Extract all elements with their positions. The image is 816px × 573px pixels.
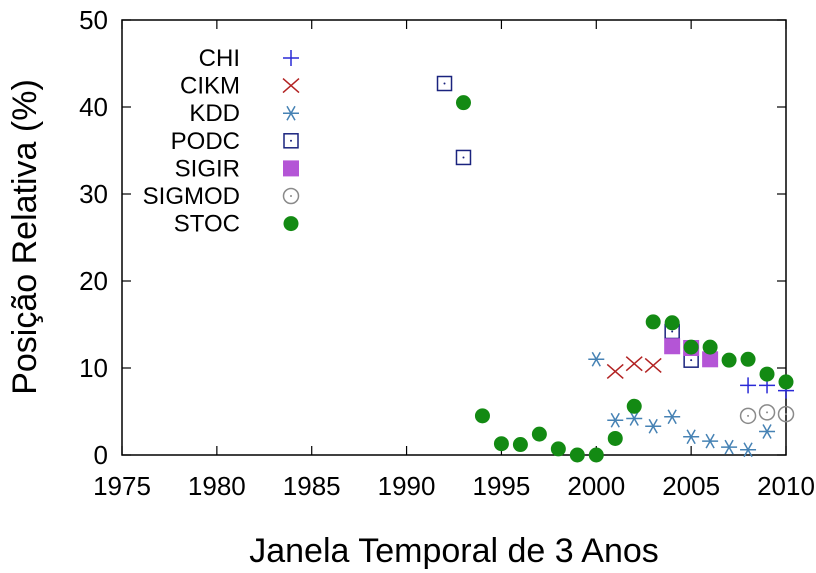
point-kdd [664,409,681,425]
plot-frame [121,19,787,456]
y-tick-label: 10 [79,353,108,383]
legend-item-cikm: CIKM [180,73,300,100]
axis-ticks: 1975 1980 1985 1990 1995 2000 2005 2010 0 10 20 30 4… [79,5,815,501]
x-tick-label: 1985 [283,471,341,501]
point-stoc [512,437,528,453]
x-tick-label: 1980 [188,471,246,501]
data-points [436,75,795,463]
legend-marker-cikm [282,78,300,94]
point-stoc [493,436,509,452]
series-kdd [588,351,776,458]
point-kdd [740,442,757,458]
point-stoc [645,314,661,330]
point-kdd [645,418,662,434]
legend-item-kdd: KDD [189,100,299,127]
y-tick-label: 0 [94,440,108,470]
point-stoc [588,447,604,463]
point-stoc [550,441,566,457]
point-kdd [683,429,700,445]
point-stoc [702,339,718,355]
x-axis-title: Janela Temporal de 3 Anos [249,532,659,570]
series-sigmod [739,404,795,425]
point-stoc [474,408,490,424]
point-stoc [683,339,699,355]
point-kdd [702,433,719,449]
point-kdd [588,351,605,367]
point-stoc [740,351,756,367]
y-axis-title: Posição Relativa (%) [6,79,44,395]
legend-marker-stoc [283,216,299,232]
point-cikm [606,363,624,380]
point-sigir [664,338,681,355]
legend-marker-kdd [283,105,299,121]
point-kdd [626,411,643,426]
legend-item-sigmod: SIGMOD [143,183,300,210]
point-sigmod [739,407,757,425]
x-tick-label: 1995 [473,471,531,501]
series-stoc [455,95,794,463]
point-podc [436,75,453,92]
point-stoc [778,374,794,390]
point-sigmod [777,405,795,423]
point-podc [455,149,472,166]
legend-marker-sigmod [282,187,300,205]
y-tick-label: 30 [79,179,108,209]
legend-item-chi: CHI [199,45,299,72]
legend-label: CIKM [180,73,240,100]
legend-item-sigir: SIGIR [175,155,299,182]
legend-label: CHI [199,45,240,72]
point-stoc [455,95,471,111]
x-tick-label: 2010 [757,471,815,501]
legend-label: STOC [174,211,240,238]
legend-marker-chi [283,50,299,66]
point-stoc [531,426,547,442]
legend-item-podc: PODC [171,128,299,155]
point-stoc [721,352,737,368]
x-tick-label: 2005 [662,471,720,501]
x-tick-label: 2000 [567,471,625,501]
point-kdd [607,412,624,428]
y-tick-label: 40 [79,92,108,122]
legend-label: PODC [171,128,240,155]
point-cikm [644,357,662,373]
legend-label: SIGMOD [143,183,240,210]
x-tick-label: 1990 [378,471,436,501]
point-sigir [702,351,719,368]
point-kdd [721,439,738,455]
point-cikm [625,356,643,372]
legend-label: SIGIR [175,155,240,182]
legend-label: KDD [189,100,240,127]
point-chi [740,377,757,394]
x-tick-label: 1975 [93,471,151,501]
point-stoc [607,430,623,446]
point-stoc [569,447,585,463]
y-tick-label: 20 [79,266,108,296]
point-kdd [759,424,776,439]
series-cikm [606,356,662,380]
point-stoc [664,315,680,331]
legend-marker-sigir [283,160,299,177]
point-stoc [759,366,775,382]
point-sigmod [758,404,776,421]
legend-item-stoc: STOC [174,211,299,238]
legend-marker-podc [283,133,299,149]
y-tick-label: 50 [79,5,108,35]
point-stoc [626,398,642,414]
